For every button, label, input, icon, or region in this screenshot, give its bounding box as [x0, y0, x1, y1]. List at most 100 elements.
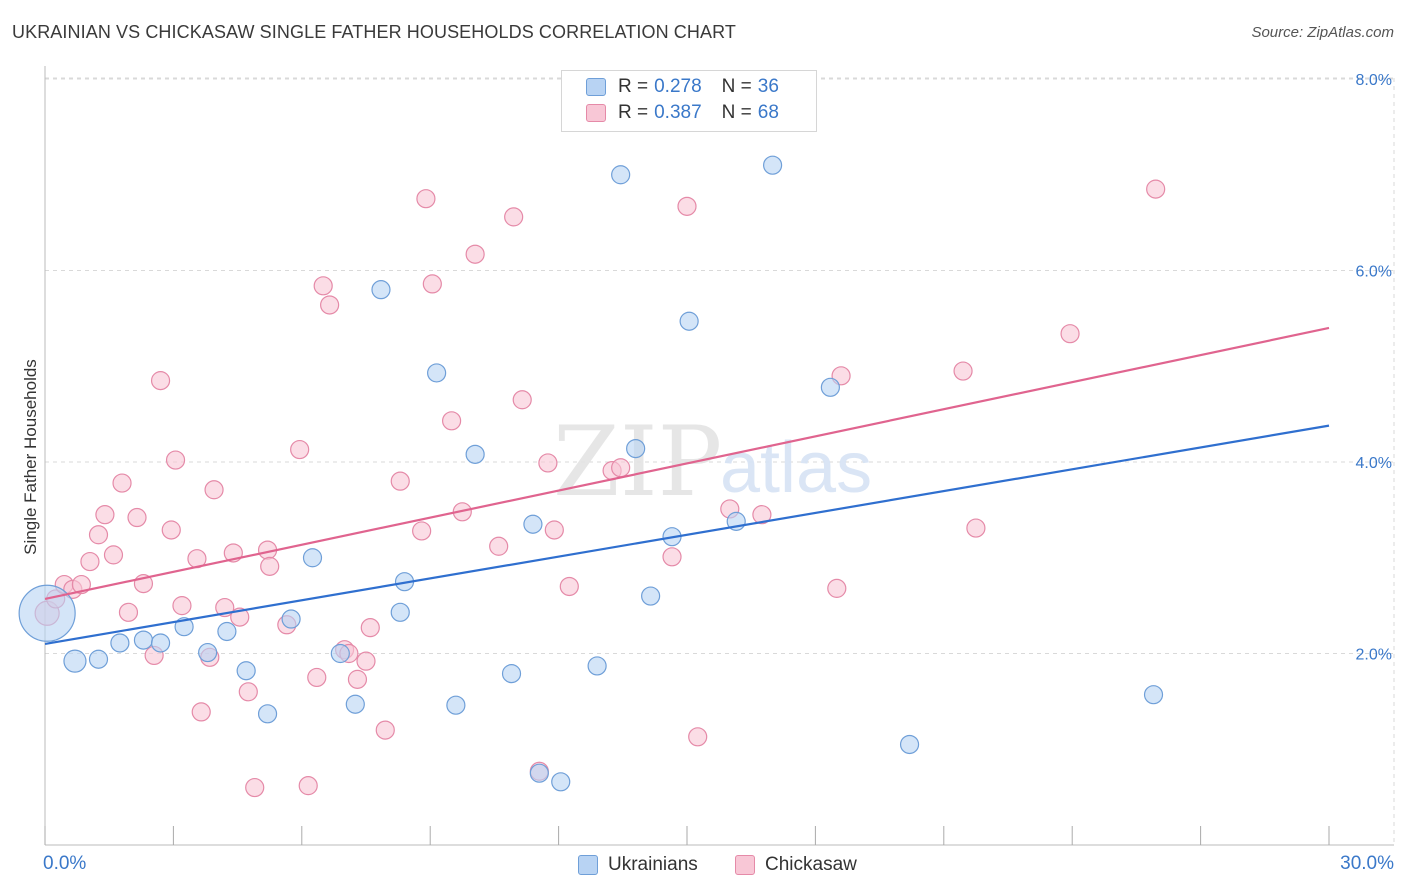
chickasaw-point	[677, 196, 697, 216]
ukrainians-point	[465, 444, 485, 464]
chickasaw-point	[422, 274, 442, 294]
chickasaw-point	[161, 520, 181, 540]
chickasaw-point	[260, 556, 280, 576]
ukrainians-point	[1143, 685, 1164, 705]
chickasaw-point	[307, 667, 327, 688]
ukrainians-point	[236, 661, 256, 681]
chickasaw-point	[80, 551, 100, 572]
ukrainians-point	[390, 602, 410, 622]
legend-label-chickasaw: Chickasaw	[765, 854, 857, 875]
watermark: ZIP atlas	[553, 406, 872, 518]
chickasaw-point	[1146, 179, 1166, 199]
series-legend: Ukrainians Chickasaw	[0, 852, 1406, 878]
chickasaw-point	[662, 547, 682, 567]
ukrainians-point	[611, 165, 631, 185]
ukrainians-swatch	[586, 78, 606, 96]
chickasaw-legend-swatch	[735, 855, 755, 875]
legend-item-ukrainians[interactable]: Ukrainians	[578, 854, 698, 876]
chickasaw-point	[298, 776, 318, 796]
ukrainians-point	[551, 772, 571, 792]
r-value: 0.278	[654, 76, 702, 97]
ukrainians-point	[174, 617, 194, 637]
chickasaw-point	[118, 602, 139, 622]
axes	[44, 66, 1394, 846]
ukrainians-point	[679, 311, 699, 331]
ukrainians-point	[820, 377, 840, 397]
chickasaw-point	[320, 295, 340, 315]
chickasaw-point	[538, 453, 558, 473]
chickasaw-point	[238, 682, 258, 702]
chickasaw-trendline	[44, 326, 1330, 600]
chickasaw-point	[1060, 324, 1080, 344]
chickasaw-swatch	[586, 104, 606, 122]
chickasaw-point	[112, 473, 132, 493]
n-value: 36	[757, 76, 779, 97]
stats-legend-row-ukrainians: R = 0.278 N = 36	[586, 76, 779, 98]
ukrainians-legend-swatch	[578, 855, 598, 875]
chickasaw-point	[752, 505, 772, 525]
ukrainians-point	[63, 649, 87, 673]
chickasaw-point	[953, 361, 973, 381]
chickasaw-point	[360, 618, 380, 638]
chickasaw-point	[611, 458, 631, 478]
chickasaw-point	[313, 276, 333, 296]
chickasaw-points	[34, 179, 1166, 798]
ukrainians-point	[18, 584, 76, 642]
trendlines	[44, 326, 1330, 646]
chickasaw-point	[827, 578, 847, 598]
ukrainians-point	[762, 155, 783, 175]
y-axis-label: Single Father Households	[21, 359, 40, 555]
chickasaw-point	[465, 244, 485, 264]
chickasaw-point	[172, 596, 192, 616]
chickasaw-point	[504, 207, 524, 227]
ukrainians-point	[150, 633, 171, 653]
ukrainians-point	[110, 633, 130, 653]
chickasaw-point	[290, 439, 310, 460]
chickasaw-point	[245, 777, 265, 798]
chickasaw-point	[416, 189, 436, 209]
n-value: 68	[757, 102, 779, 123]
chickasaw-point	[165, 450, 186, 470]
chart-title: UKRAINIAN VS CHICKASAW SINGLE FATHER HOU…	[12, 22, 736, 42]
ukrainians-point	[88, 649, 109, 669]
ukrainians-point	[446, 695, 466, 715]
chickasaw-point	[204, 480, 224, 500]
stats-legend-row-chickasaw: R = 0.387 N = 68	[586, 102, 779, 124]
ukrainians-point	[899, 734, 920, 755]
ukrainians-trendline	[44, 424, 1330, 646]
x-tick-label-max: 30.0%	[1340, 853, 1394, 874]
stats-legend: R = 0.278 N = 36 R = 0.387 N = 68	[561, 70, 817, 132]
n-label: N =	[721, 102, 752, 123]
n-label: N =	[721, 76, 752, 97]
y-tick-label: 2.0%	[1356, 647, 1392, 664]
ukrainians-point	[501, 664, 522, 684]
ukrainians-point	[529, 763, 549, 783]
chickasaw-point	[512, 390, 532, 410]
chickasaw-point	[191, 702, 211, 722]
ukrainians-point	[281, 609, 301, 629]
chickasaw-point	[356, 651, 376, 671]
ukrainians-point	[133, 630, 154, 650]
chickasaw-point	[966, 518, 986, 538]
chickasaw-point	[442, 411, 462, 431]
chickasaw-point	[559, 576, 579, 597]
ukrainians-point	[217, 621, 237, 642]
y-tick-label: 4.0%	[1356, 455, 1392, 472]
ukrainians-point	[302, 548, 323, 568]
y-tick-label: 6.0%	[1356, 264, 1392, 281]
chickasaw-point	[489, 536, 509, 556]
legend-item-chickasaw[interactable]: Chickasaw	[735, 854, 857, 876]
chickasaw-point	[127, 507, 147, 528]
ukrainians-point	[641, 586, 661, 606]
legend-label-ukrainians: Ukrainians	[608, 854, 698, 875]
ukrainians-point	[427, 363, 447, 383]
x-tick-label-min: 0.0%	[43, 853, 86, 874]
chickasaw-point	[544, 520, 564, 540]
chickasaw-point	[150, 371, 171, 391]
chickasaw-point	[347, 669, 368, 689]
ukrainians-point	[257, 704, 278, 724]
ukrainians-point	[345, 694, 365, 714]
ukrainians-point	[330, 643, 350, 664]
r-label: R =	[618, 76, 649, 97]
